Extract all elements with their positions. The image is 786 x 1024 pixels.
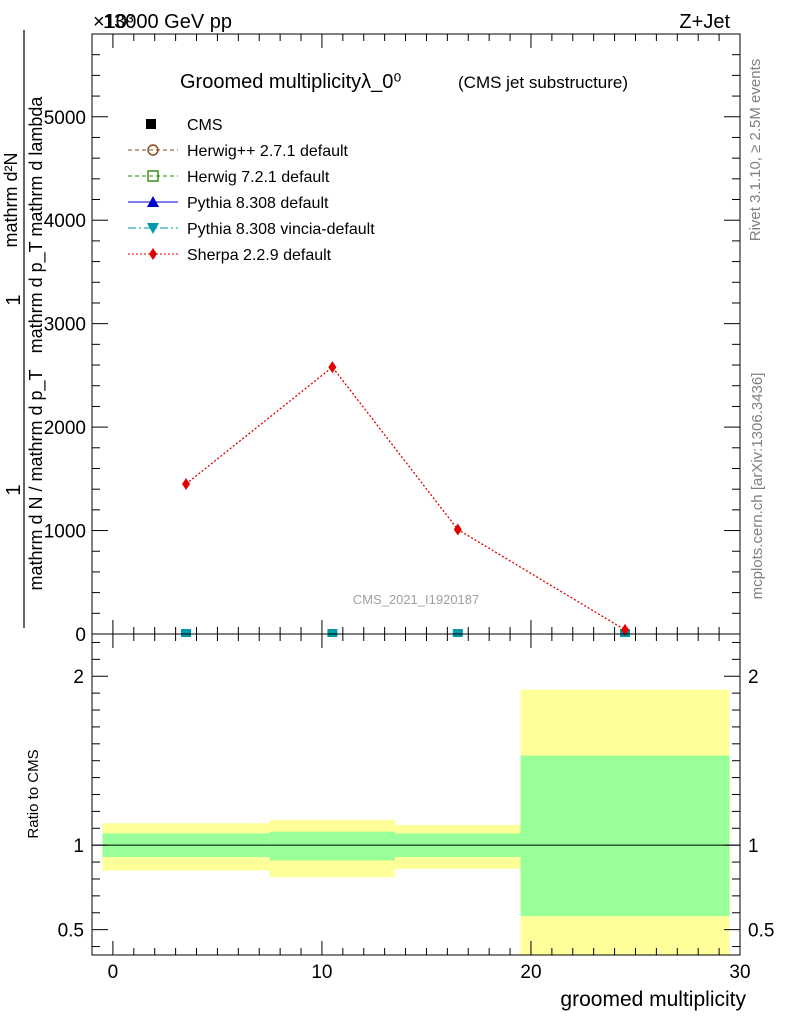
ratio-y-label: Ratio to CMS: [25, 749, 42, 838]
ratio-band-green-3: [520, 755, 730, 917]
x-axis-label: groomed multiplicity: [560, 988, 746, 1011]
main-y-tick-label-4: 4000: [44, 211, 86, 232]
y-label-mid: mathrm d p_T mathrm d lambda: [26, 96, 47, 354]
sherpa-line: [185, 366, 626, 631]
legend-label-sherpa: Sherpa 2.2.9 default: [187, 247, 332, 264]
main-y-tick-label-0: 0: [75, 625, 86, 646]
legend-label-vincia: Pythia 8.308 vincia-default: [187, 221, 375, 238]
cms-point-1: [327, 629, 338, 637]
header-process: Z+Jet: [679, 11, 730, 33]
ratio-y-tick-label-right-0: 0.5: [748, 921, 774, 942]
legend: CMS Herwig++ 2.7.1 default Herwig 7.2.1 …: [128, 117, 375, 264]
legend-label-cms: CMS: [187, 117, 223, 134]
sherpa-point-2: [453, 523, 462, 536]
x-tick-label-3: 30: [729, 962, 750, 983]
ratio-y-tick-label-right-1: 1: [748, 836, 759, 857]
ratio-uncertainty-bands: [102, 689, 730, 955]
exponent-label: ×10³: [93, 11, 134, 33]
main-y-tick-label-1: 1000: [44, 522, 86, 543]
sherpa-point-0: [182, 478, 191, 490]
sherpa-point-1: [328, 361, 337, 374]
main-y-label: 1 1 mathrm d²N mathrm d p_T mathrm d lam…: [1, 30, 47, 628]
plot-title: Groomed multiplicityλ_0⁰: [180, 71, 401, 93]
series-layer: [181, 361, 631, 637]
x-tick-label-2: 20: [520, 962, 541, 983]
cms-point-0: [181, 629, 192, 637]
ratio-y-tick-label-left-2: 2: [73, 667, 84, 688]
ratio-y-tick-label-left-1: 1: [73, 836, 84, 857]
ratio-x-axis: 0 10 20 30: [108, 634, 751, 983]
ratio-y-axis: 0.5 0.5 1 1 2 2: [58, 641, 774, 948]
main-y-tick-label-5: 5000: [44, 108, 86, 129]
legend-label-herwig7: Herwig 7.2.1 default: [187, 169, 330, 186]
ratio-band-green-1: [269, 831, 396, 861]
plot-subtitle: (CMS jet substructure): [458, 73, 628, 92]
analysis-watermark: CMS_2021_I1920187: [353, 592, 480, 607]
cms-point-2: [452, 629, 463, 637]
header-energy: 13000 GeV pp: [103, 11, 232, 33]
ratio-y-tick-label-left-0: 0.5: [58, 921, 84, 942]
x-tick-label-0: 0: [108, 962, 119, 983]
main-y-tick-label-3: 3000: [44, 315, 86, 336]
legend-marker-pythia: [147, 196, 159, 207]
rivet-version-label: Rivet 3.1.10, ≥ 2.5M events: [747, 59, 764, 242]
mcplots-label: mcplots.cern.ch [arXiv:1306.3436]: [749, 373, 766, 600]
main-y-axis: 0 1000 2000 3000 4000 5000: [44, 33, 740, 646]
y-label-one: 1: [3, 484, 25, 495]
y-label-numerator: mathrm d²N: [1, 152, 21, 247]
sherpa-point-3: [621, 623, 630, 636]
legend-marker-herwigpp: [147, 144, 159, 156]
main-y-tick-label-2: 2000: [44, 418, 86, 439]
legend-label-pythia: Pythia 8.308 default: [187, 195, 329, 212]
legend-marker-sherpa: [149, 248, 157, 260]
main-x-axis: [112, 34, 741, 634]
x-tick-label-1: 10: [311, 962, 332, 983]
y-label-numerator-prefix: 1: [3, 294, 25, 305]
legend-label-herwigpp: Herwig++ 2.7.1 default: [187, 143, 349, 160]
legend-marker-herwig7: [147, 170, 159, 182]
ratio-y-tick-label-right-2: 2: [748, 667, 759, 688]
y-label-denominator: mathrm d N / mathrm d p_T: [26, 369, 47, 590]
legend-marker-cms: [146, 119, 156, 129]
legend-marker-vincia: [147, 223, 159, 234]
